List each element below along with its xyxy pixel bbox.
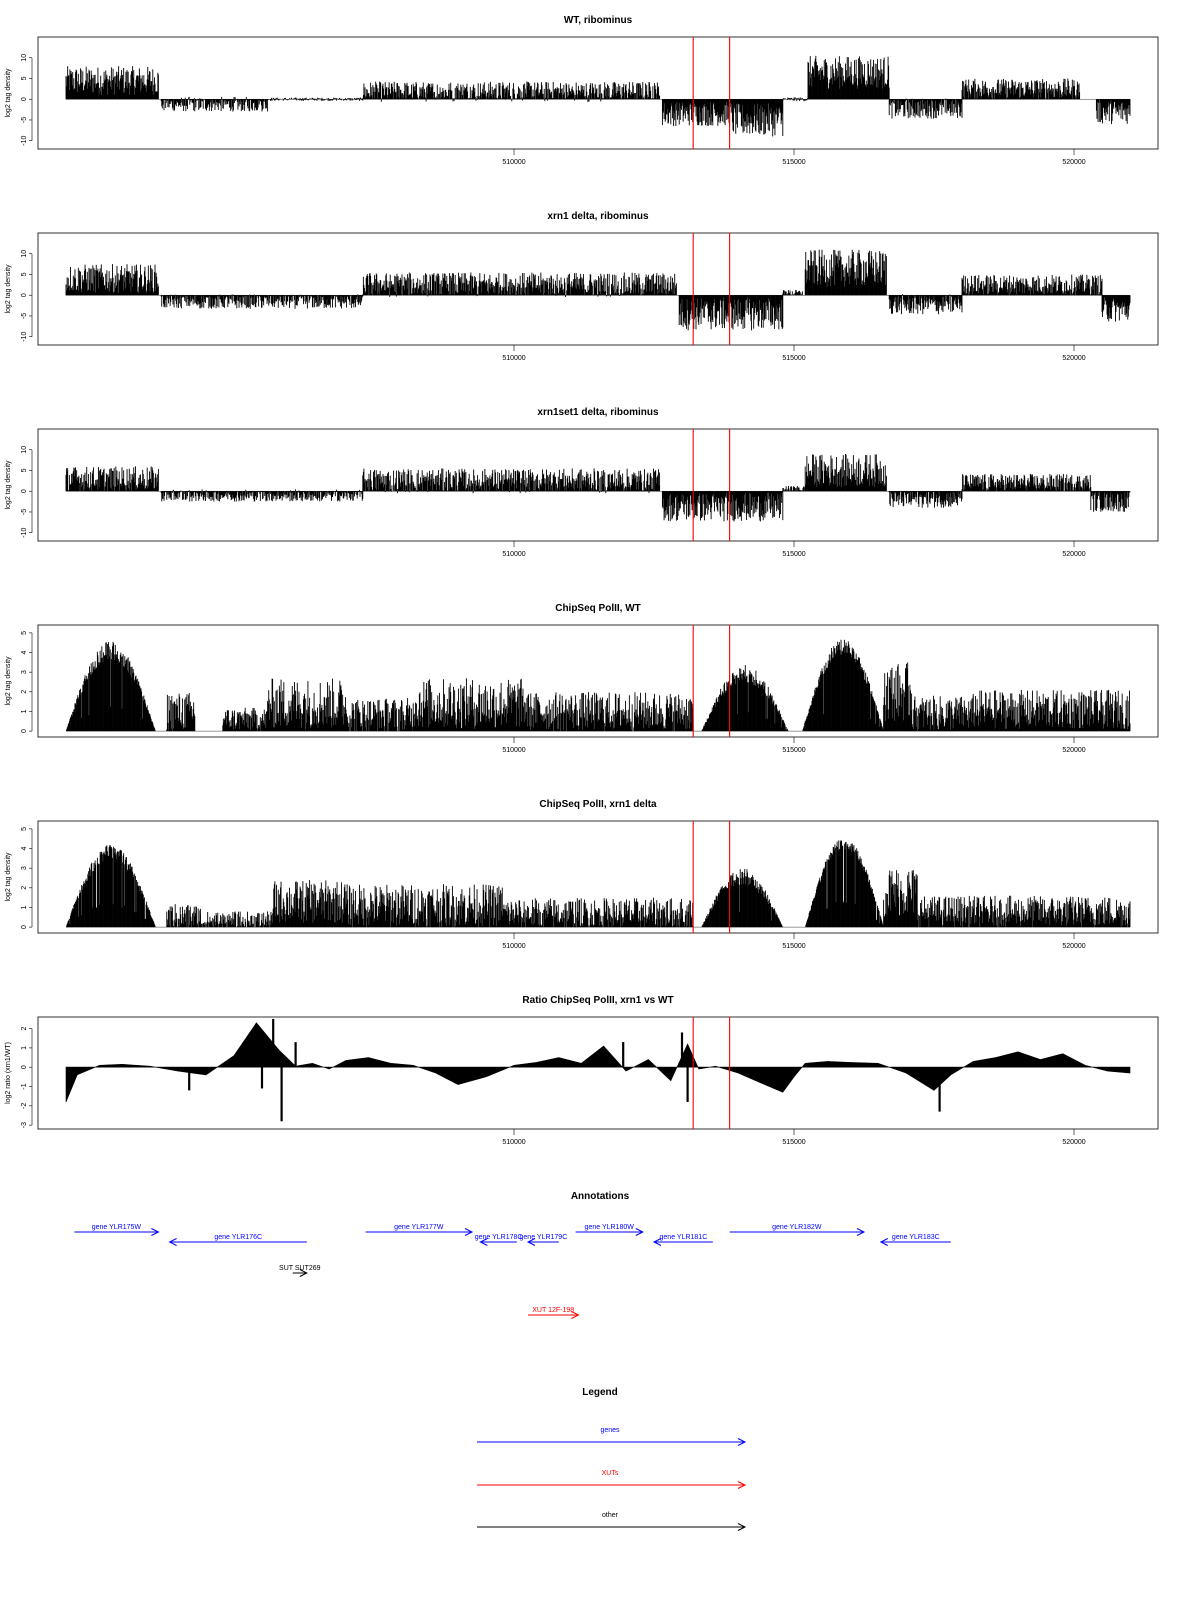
chart-panel-2: xrn1 delta, ribominus -10 -5 0 5 10 log2 tag d… [5, 211, 1159, 362]
y-tick-label: 0 [21, 293, 28, 297]
data-bars [65, 55, 1131, 137]
y-tick-label: 10 [21, 250, 28, 258]
chart-panel-1: WT, ribominus -10 -5 0 5 10 log2 tag density 51… [5, 15, 1159, 166]
y-axis-label: log2 tag density [5, 460, 12, 510]
plot-frame [37, 232, 1159, 346]
y-tick-label: -10 [21, 528, 28, 538]
x-tick-label: 520000 [1062, 159, 1085, 166]
x-tick-label: 510000 [502, 355, 525, 362]
data-bars [65, 249, 1131, 331]
plot-frame [37, 36, 1159, 150]
x-tick-label: 520000 [1062, 355, 1085, 362]
y-tick-label: -10 [21, 332, 28, 342]
x-tick-label: 510000 [502, 159, 525, 166]
panel-title: xrn1set1 delta, ribominus [537, 407, 659, 418]
y-tick-label: 10 [21, 54, 28, 62]
x-tick-label: 515000 [782, 159, 805, 166]
y-tick-label: 0 [21, 97, 28, 101]
y-axis-label: log2 tag density [5, 68, 12, 118]
data-bars [65, 453, 1131, 522]
y-tick-label: -5 [21, 313, 28, 319]
y-tick-label: -10 [21, 136, 28, 146]
x-tick-label: 510000 [502, 551, 525, 558]
chart-panel-3: xrn1set1 delta, ribominus -10 -5 0 5 10 log2 t… [5, 407, 1159, 558]
y-axis-label: log2 tag density [5, 264, 12, 314]
x-tick-label: 515000 [782, 355, 805, 362]
y-tick-label: 5 [21, 468, 28, 472]
panel-title: WT, ribominus [564, 15, 633, 26]
y-tick-label: 5 [21, 76, 28, 80]
x-tick-label: 520000 [1062, 551, 1085, 558]
y-tick-label: -5 [21, 509, 28, 515]
x-tick-label: 515000 [782, 551, 805, 558]
panel-title: xrn1 delta, ribominus [547, 211, 649, 222]
plot-frame [37, 428, 1159, 542]
y-tick-label: 5 [21, 272, 28, 276]
y-tick-label: 10 [21, 446, 28, 454]
y-tick-label: 0 [21, 489, 28, 493]
y-tick-label: -5 [21, 117, 28, 123]
